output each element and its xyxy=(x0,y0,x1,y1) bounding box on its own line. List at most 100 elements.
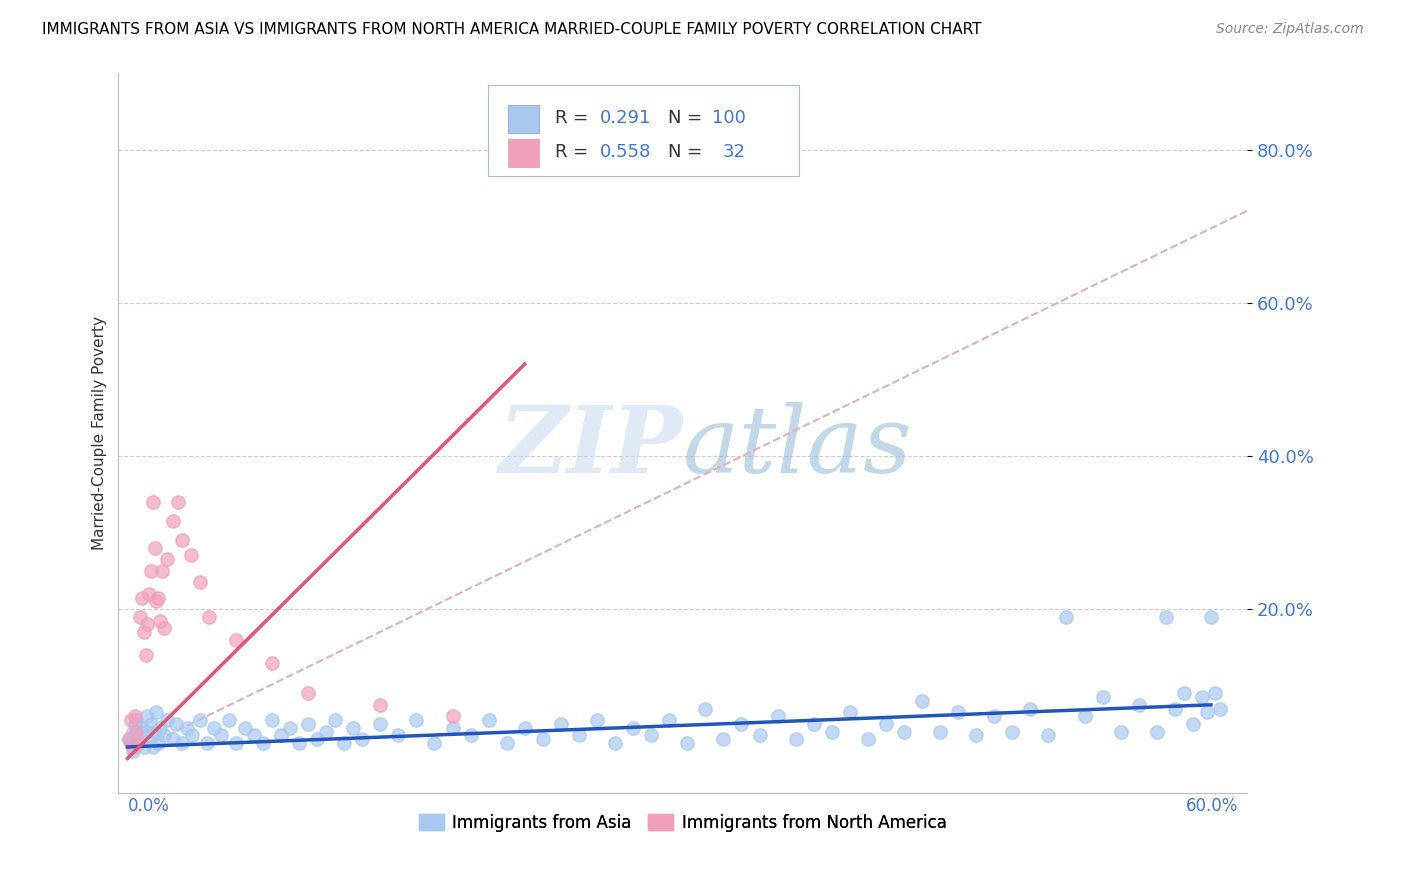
Point xyxy=(124,709,146,723)
Point xyxy=(165,717,187,731)
Point xyxy=(131,721,153,735)
Point xyxy=(162,732,184,747)
Point xyxy=(288,736,311,750)
Text: IMMIGRANTS FROM ASIA VS IMMIGRANTS FROM NORTH AMERICA MARRIED-COUPLE FAMILY POVE: IMMIGRANTS FROM ASIA VS IMMIGRANTS FROM … xyxy=(42,22,981,37)
Point xyxy=(145,706,167,720)
Point xyxy=(152,729,174,743)
Point xyxy=(209,729,232,743)
Point xyxy=(180,549,202,563)
Point xyxy=(821,724,844,739)
Text: 100: 100 xyxy=(711,110,747,128)
Point xyxy=(1209,701,1232,715)
Point xyxy=(748,729,770,743)
Point xyxy=(233,721,256,735)
Point xyxy=(1204,686,1226,700)
Point xyxy=(167,495,190,509)
Point xyxy=(315,724,337,739)
Point xyxy=(333,736,356,750)
Point xyxy=(132,739,155,754)
Text: ZIP: ZIP xyxy=(499,402,683,492)
Point xyxy=(1038,729,1060,743)
Text: Source: ZipAtlas.com: Source: ZipAtlas.com xyxy=(1216,22,1364,37)
Point xyxy=(142,739,165,754)
Point xyxy=(146,736,169,750)
Point xyxy=(120,713,142,727)
Text: 0.291: 0.291 xyxy=(600,110,652,128)
Point xyxy=(225,736,247,750)
Point xyxy=(658,713,681,727)
Point xyxy=(368,698,391,712)
Point xyxy=(387,729,409,743)
Point xyxy=(983,709,1005,723)
Point xyxy=(127,736,149,750)
Point xyxy=(170,736,193,750)
Point xyxy=(181,729,204,743)
Point xyxy=(120,736,142,750)
Point xyxy=(188,575,211,590)
FancyBboxPatch shape xyxy=(508,139,540,167)
Point xyxy=(149,721,172,735)
Point xyxy=(713,732,735,747)
Point xyxy=(1199,609,1222,624)
Point xyxy=(307,732,329,747)
Point xyxy=(785,732,807,747)
Point xyxy=(162,514,184,528)
Point xyxy=(143,724,166,739)
Point xyxy=(125,732,148,747)
Point xyxy=(1109,724,1132,739)
Point xyxy=(929,724,952,739)
Point xyxy=(136,709,159,723)
Text: 32: 32 xyxy=(723,144,745,161)
Y-axis label: Married-Couple Family Poverty: Married-Couple Family Poverty xyxy=(93,316,107,550)
Point xyxy=(513,721,536,735)
Point xyxy=(202,721,225,735)
Point xyxy=(118,732,141,747)
Point xyxy=(1001,724,1024,739)
Point xyxy=(260,656,283,670)
Point xyxy=(1073,709,1095,723)
Point xyxy=(138,587,160,601)
Point xyxy=(297,686,319,700)
Text: 0.0%: 0.0% xyxy=(128,797,169,814)
Point xyxy=(125,724,148,739)
Point xyxy=(122,739,145,754)
Point xyxy=(1128,698,1150,712)
Point xyxy=(695,701,717,715)
Point xyxy=(1164,701,1187,715)
Point xyxy=(586,713,609,727)
Point xyxy=(531,732,554,747)
Text: 0.558: 0.558 xyxy=(600,144,652,161)
Point xyxy=(150,564,173,578)
Point xyxy=(136,617,159,632)
FancyBboxPatch shape xyxy=(508,105,540,133)
Point xyxy=(441,721,464,735)
Point xyxy=(188,713,211,727)
Point xyxy=(139,717,162,731)
Point xyxy=(1091,690,1114,705)
Point xyxy=(1173,686,1195,700)
Point xyxy=(352,732,374,747)
Point xyxy=(568,729,591,743)
Point xyxy=(893,724,915,739)
Point xyxy=(139,564,162,578)
Point xyxy=(135,648,157,662)
Point xyxy=(143,541,166,555)
Point xyxy=(323,713,346,727)
FancyBboxPatch shape xyxy=(488,86,799,176)
Point xyxy=(218,713,240,727)
Point xyxy=(1191,690,1213,705)
Point xyxy=(278,721,301,735)
Point xyxy=(145,594,167,608)
Point xyxy=(946,706,969,720)
Point xyxy=(368,717,391,731)
Point xyxy=(149,614,172,628)
Point xyxy=(152,621,174,635)
Point xyxy=(135,724,157,739)
Legend: Immigrants from Asia, Immigrants from North America: Immigrants from Asia, Immigrants from No… xyxy=(412,807,953,838)
Point xyxy=(132,625,155,640)
Text: R =: R = xyxy=(555,144,595,161)
Point xyxy=(875,717,897,731)
Text: 60.0%: 60.0% xyxy=(1185,797,1239,814)
Point xyxy=(142,495,165,509)
Point xyxy=(838,706,860,720)
